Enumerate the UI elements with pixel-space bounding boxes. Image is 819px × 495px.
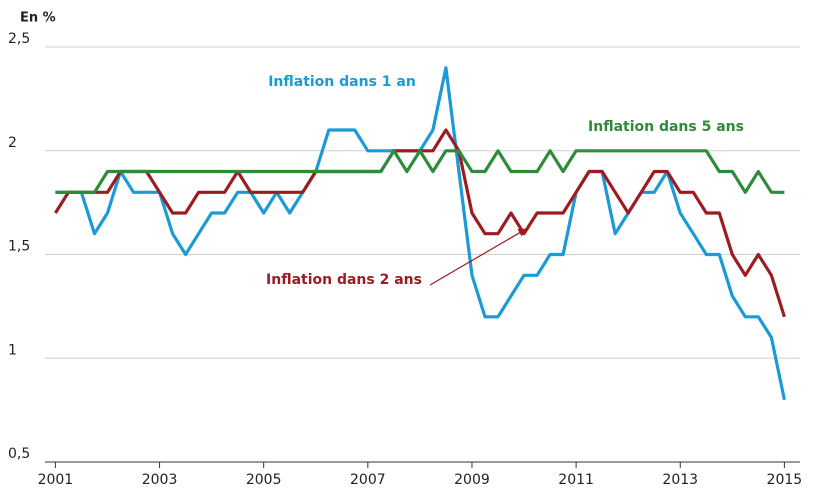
series-label: Inflation dans 2 ans: [266, 272, 422, 288]
annotation-arrow: [429, 228, 527, 286]
x-tick-label: 2003: [142, 472, 178, 488]
x-tick-label: 2001: [38, 472, 74, 488]
x-tick-label: 2013: [662, 472, 698, 488]
series-line: [55, 149, 785, 194]
series-line: [54, 128, 786, 318]
y-tick-label: 1: [8, 342, 17, 358]
x-tick-label: 2015: [767, 472, 803, 488]
series-line: [55, 66, 786, 401]
y-tick-label: 2,5: [8, 31, 30, 47]
y-axis-label: En %: [20, 11, 56, 26]
y-tick-label: 1,5: [8, 239, 30, 255]
y-tick-label: 0,5: [8, 446, 30, 462]
y-tick-label: 2: [8, 135, 17, 151]
series-label: Inflation dans 1 an: [268, 74, 416, 90]
series-label: Inflation dans 5 ans: [588, 119, 744, 135]
x-tick-label: 2007: [350, 472, 386, 488]
x-tick-label: 2009: [454, 472, 490, 488]
x-tick-label: 2011: [558, 472, 594, 488]
x-tick-label: 2005: [246, 472, 282, 488]
